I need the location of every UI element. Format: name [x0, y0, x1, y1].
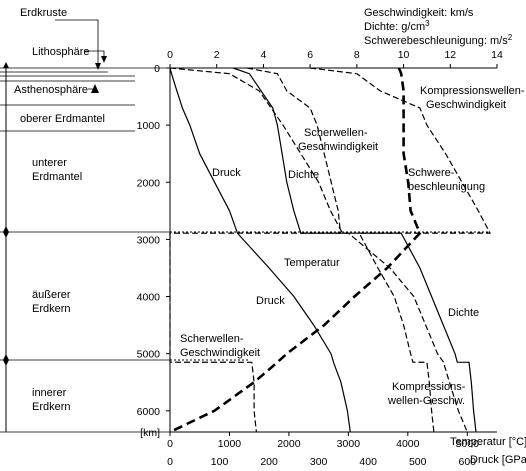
top-tick-label: 8	[354, 49, 360, 61]
depth-tick-label: 1000	[137, 120, 161, 132]
surface-marker-icon	[3, 62, 9, 68]
label-gravity-1: Schwere-	[408, 167, 455, 179]
pressure-tick-label: 600	[459, 456, 477, 468]
depth-unit-label: [km]	[140, 427, 160, 439]
layer-label-lithosphere: Lithosphäre	[32, 46, 90, 58]
label-temperature: Temperatur	[284, 257, 340, 269]
depth-tick-label: 5000	[137, 349, 161, 361]
curve-temperatur	[169, 67, 468, 433]
depth-tick-label: 3000	[137, 234, 161, 246]
label-pressure-core: Druck	[256, 295, 285, 307]
curve-dichte	[232, 67, 477, 433]
pressure-axis-label: Druck [GPa]	[470, 454, 526, 466]
temp-tick-label: 2000	[277, 438, 301, 450]
label-gravity-2: beschleunigung	[408, 181, 485, 193]
lithosphere-arrow-icon	[101, 56, 107, 63]
label-density-mantle: Dichte	[288, 169, 319, 181]
crust-arrow-icon	[95, 63, 101, 70]
temp-tick-label: 0	[167, 438, 173, 450]
top-tick-label: 10	[398, 49, 410, 61]
label-s-wave-core-1: Scherwellen-	[180, 333, 244, 345]
top-axis-title-gravity: Schwerebeschleunigung: m/s2	[364, 33, 513, 47]
top-axis-ticks: 0 2 4 6 8 10 12 14	[167, 49, 503, 68]
pressure-tick-label: 100	[211, 456, 229, 468]
temp-tick-label: 5000	[456, 438, 480, 450]
temperature-axis-label: Temperatur [°C]	[450, 436, 526, 448]
curve-scherwellen-geschwindigkeit	[169, 67, 342, 433]
label-p-wave-mantle-1: Kompressionswellen-	[420, 85, 525, 97]
pressure-tick-label: 0	[167, 456, 173, 468]
depth-tick-label: 6000	[137, 406, 161, 418]
label-s-wave-mantle-1: Scherwellen-	[304, 127, 368, 139]
top-tick-label: 0	[167, 49, 173, 61]
top-tick-label: 14	[491, 49, 503, 61]
layer-label-inner-core-1: innerer	[32, 387, 67, 399]
label-density-core: Dichte	[448, 307, 479, 319]
temp-tick-label: 3000	[337, 438, 361, 450]
layer-label-asthenosphere: Asthenosphäre	[14, 84, 88, 96]
layer-label-outer-core-2: Erdkern	[32, 303, 71, 315]
profile-curves	[169, 67, 491, 434]
curve-schwerebeschleunigung	[169, 67, 422, 434]
pressure-tick-label: 200	[260, 456, 278, 468]
pressure-tick-label: 400	[359, 456, 377, 468]
layer-label-outer-core-1: äußerer	[32, 289, 71, 301]
top-tick-label: 2	[214, 49, 220, 61]
asthenosphere-arrow-icon	[91, 84, 99, 93]
temp-tick-label: 1000	[218, 438, 242, 450]
label-s-wave-core-2: Geschwindigkeit	[180, 347, 260, 359]
icb-marker-icon	[3, 354, 9, 366]
label-p-wave-core-1: Kompressions-	[392, 381, 466, 393]
label-s-wave-mantle-2: Geschwindigkeit	[298, 141, 378, 153]
top-tick-label: 6	[307, 49, 313, 61]
top-tick-label: 4	[261, 49, 267, 61]
temp-tick-label: 4000	[396, 438, 420, 450]
label-p-wave-mantle-2: Geschwindigkeit	[426, 99, 506, 111]
top-axis-title-velocity: Geschwindigkeit: km/s	[364, 7, 474, 19]
top-tick-label: 12	[444, 49, 456, 61]
curve-druck	[169, 67, 351, 433]
depth-tick-label: 4000	[137, 292, 161, 304]
pressure-tick-label: 500	[409, 456, 427, 468]
lithosphere-leader	[84, 50, 105, 58]
bottom-axis-ticks: 0 1000 2000 3000 4000 5000 0 100 200 300 400 500 600	[167, 432, 479, 468]
layer-label-inner-core-2: Erdkern	[32, 401, 71, 413]
layer-label-crust: Erdkruste	[20, 7, 67, 19]
top-axis-title-density: Dichte: g/cm3	[364, 19, 430, 33]
cmb-marker-icon	[3, 226, 9, 238]
pressure-tick-label: 300	[310, 456, 328, 468]
depth-tick-label: 0	[154, 63, 160, 75]
layer-label-lower-mantle-2: Erdmantel	[32, 171, 82, 183]
layer-label-upper-mantle: oberer Erdmantel	[20, 113, 105, 125]
crust-leader	[55, 19, 99, 66]
label-pressure-mantle: Druck	[212, 167, 241, 179]
label-p-wave-core-2: wellen-Geschw.	[387, 395, 465, 407]
depth-axis-ticks: 0 1000 2000 3000 4000 5000 6000 [km]	[137, 63, 170, 439]
depth-tick-label: 2000	[137, 177, 161, 189]
layer-label-lower-mantle-1: unterer	[32, 157, 67, 169]
layer-column: Erdkruste Lithosphäre Asthenosphäre ober…	[0, 7, 170, 433]
curve-kompressionswellen-geschwindigkeit	[310, 67, 491, 433]
